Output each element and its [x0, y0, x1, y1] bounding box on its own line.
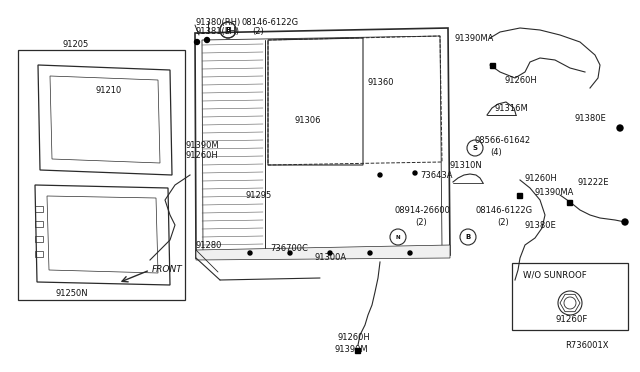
Text: (2): (2): [415, 218, 427, 227]
Text: 91260F: 91260F: [556, 315, 588, 324]
Circle shape: [378, 173, 382, 177]
Circle shape: [368, 251, 372, 255]
Bar: [355, 347, 360, 353]
Text: 91310N: 91310N: [450, 160, 483, 170]
Text: R736001X: R736001X: [565, 340, 609, 350]
Text: 736700C: 736700C: [270, 244, 308, 253]
Text: 91260H: 91260H: [338, 333, 371, 341]
Text: 91222E: 91222E: [578, 177, 609, 186]
Circle shape: [195, 39, 200, 45]
Text: FRONT: FRONT: [152, 266, 183, 275]
Text: 91260H: 91260H: [525, 173, 557, 183]
Text: 91295: 91295: [245, 190, 271, 199]
Text: 91306: 91306: [295, 115, 321, 125]
Text: 91300A: 91300A: [315, 253, 347, 263]
Text: B: B: [465, 234, 470, 240]
Text: 91390M: 91390M: [335, 344, 369, 353]
Circle shape: [205, 38, 209, 42]
Text: 08146-6122G: 08146-6122G: [476, 205, 533, 215]
Bar: [35, 221, 43, 227]
Text: 91210: 91210: [95, 86, 121, 94]
Circle shape: [622, 219, 628, 225]
Text: (2): (2): [252, 26, 264, 35]
Text: 08146-6122G: 08146-6122G: [241, 17, 298, 26]
Text: 91380E: 91380E: [525, 221, 557, 230]
Bar: [35, 206, 43, 212]
Text: 91250N: 91250N: [55, 289, 88, 298]
Circle shape: [248, 251, 252, 255]
Text: 91260H: 91260H: [505, 76, 538, 84]
Text: 73643A: 73643A: [420, 170, 452, 180]
Text: W/O SUNROOF: W/O SUNROOF: [523, 270, 587, 279]
Text: (2): (2): [497, 218, 509, 227]
Text: B: B: [225, 27, 230, 33]
Text: 91360: 91360: [368, 77, 394, 87]
Text: 91260H: 91260H: [185, 151, 218, 160]
Text: 91390MA: 91390MA: [535, 187, 574, 196]
Text: 91280: 91280: [196, 241, 222, 250]
Circle shape: [617, 125, 623, 131]
Text: B: B: [225, 27, 230, 33]
Bar: [35, 236, 43, 242]
Text: 91381(LH): 91381(LH): [196, 26, 240, 35]
Text: N: N: [396, 234, 400, 240]
Text: 08566-61642: 08566-61642: [475, 135, 531, 144]
Text: 08914-26600: 08914-26600: [395, 205, 451, 215]
Polygon shape: [196, 245, 450, 260]
Text: 91380E: 91380E: [575, 113, 607, 122]
Bar: [490, 62, 495, 67]
Text: 91380(RH): 91380(RH): [196, 17, 241, 26]
Bar: [568, 199, 573, 205]
Circle shape: [413, 171, 417, 175]
Bar: [518, 192, 522, 198]
Text: 91390MA: 91390MA: [455, 33, 494, 42]
Bar: [35, 251, 43, 257]
Text: 91316M: 91316M: [495, 103, 529, 112]
Text: S: S: [472, 145, 477, 151]
Text: 91205: 91205: [62, 39, 88, 48]
Circle shape: [288, 251, 292, 255]
Text: 91390M: 91390M: [186, 141, 220, 150]
Text: (4): (4): [490, 148, 502, 157]
Circle shape: [328, 251, 332, 255]
Circle shape: [408, 251, 412, 255]
